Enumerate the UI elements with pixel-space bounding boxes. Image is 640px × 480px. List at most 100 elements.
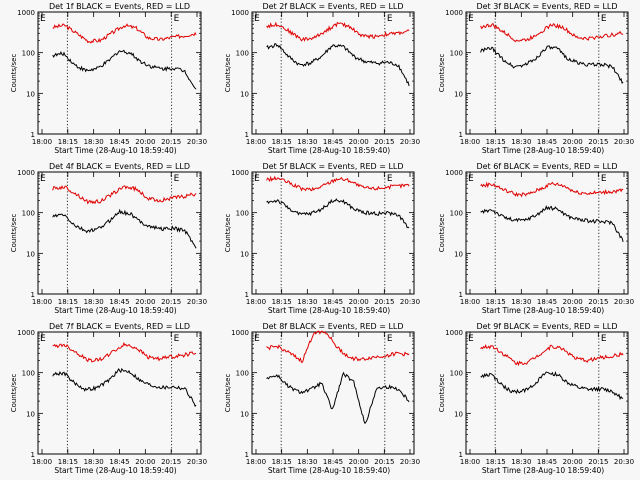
y-tick-label: 10 (26, 250, 35, 258)
x-tick-label: 18:15 (272, 298, 292, 306)
y-axis-label: Counts/sec (224, 214, 232, 253)
event-marker-label: E (40, 14, 46, 24)
x-tick-label: 18:00 (32, 138, 52, 146)
y-tick-label: 1000 (445, 329, 463, 337)
plot-frame (465, 11, 629, 135)
y-axis-label: Counts/sec (438, 374, 446, 413)
series-line-events (52, 49, 197, 90)
x-tick-label: 18:15 (58, 298, 78, 306)
x-tick-label: 20:00 (349, 138, 369, 146)
panel-title: Det 7f BLACK = Events, RED = LLD (49, 322, 190, 331)
x-tick-label: 18:45 (537, 458, 557, 466)
x-tick-label: 18:30 (297, 138, 317, 146)
y-tick-label: 100 (236, 370, 249, 378)
panel-title: Det 2f BLACK = Events, RED = LLD (262, 2, 403, 11)
x-tick-label: 20:30 (187, 138, 207, 146)
x-axis-label: Start Time (28-Aug-10 18:59:40) (482, 306, 604, 315)
series-line-events (480, 45, 624, 84)
y-tick-label: 1000 (17, 169, 35, 177)
x-tick-label: 18:00 (32, 458, 52, 466)
event-marker-label: E (40, 174, 46, 184)
x-tick-label: 18:45 (109, 458, 129, 466)
y-axis-label: Counts/sec (10, 374, 18, 413)
x-tick-label: 18:45 (323, 298, 343, 306)
x-tick-label: 18:30 (511, 458, 531, 466)
x-tick-label: 20:00 (349, 298, 369, 306)
y-tick-label: 10 (240, 90, 249, 98)
y-tick-label: 1000 (231, 329, 249, 337)
x-tick-label: 20:15 (588, 458, 608, 466)
series-line-lld (266, 21, 410, 42)
x-tick-label: 20:15 (161, 298, 181, 306)
x-tick-label: 18:45 (109, 138, 129, 146)
event-marker-label: E (387, 334, 393, 344)
x-tick-label: 18:15 (272, 458, 292, 466)
y-tick-label: 100 (236, 210, 249, 218)
x-tick-label: 18:15 (58, 458, 78, 466)
y-tick-label: 1000 (231, 9, 249, 17)
event-marker-label: E (601, 174, 607, 184)
event-marker-label: E (254, 14, 260, 24)
event-marker-label: E (387, 174, 393, 184)
series-line-events (480, 205, 624, 243)
event-marker-label: E (174, 14, 180, 24)
x-tick-label: 18:30 (511, 138, 531, 146)
x-tick-label: 20:00 (349, 458, 369, 466)
plot-frame (37, 171, 202, 295)
panel-title: Det 4f BLACK = Events, RED = LLD (49, 162, 190, 171)
event-marker-label: E (387, 14, 393, 24)
x-tick-label: 20:30 (614, 138, 634, 146)
x-tick-label: 20:30 (614, 458, 634, 466)
y-axis-label: Counts/sec (10, 214, 18, 253)
x-tick-label: 18:15 (272, 138, 292, 146)
x-tick-label: 18:30 (84, 298, 104, 306)
x-tick-label: 20:30 (400, 298, 420, 306)
x-tick-label: 20:15 (588, 138, 608, 146)
y-tick-label: 100 (22, 50, 35, 58)
x-tick-label: 20:00 (135, 298, 155, 306)
x-tick-label: 20:15 (161, 458, 181, 466)
plot-frame (37, 331, 202, 455)
plot-frame (251, 171, 415, 295)
x-axis-label: Start Time (28-Aug-10 18:59:40) (268, 466, 390, 475)
panel-title: Det 8f BLACK = Events, RED = LLD (262, 322, 403, 331)
y-axis-label: Counts/sec (438, 214, 446, 253)
y-tick-label: 1 (459, 451, 463, 459)
y-tick-label: 1 (31, 131, 35, 139)
x-tick-label: 18:45 (323, 138, 343, 146)
event-marker-label: E (468, 334, 474, 344)
y-tick-label: 1 (31, 451, 35, 459)
y-tick-label: 1000 (17, 9, 35, 17)
series-line-lld (266, 330, 410, 363)
y-tick-label: 1000 (445, 169, 463, 177)
y-tick-label: 10 (26, 410, 35, 418)
panel-title: Det 9f BLACK = Events, RED = LLD (476, 322, 617, 331)
x-tick-label: 18:15 (486, 458, 506, 466)
x-tick-label: 20:00 (563, 298, 583, 306)
series-line-lld (52, 23, 197, 44)
event-marker-label: E (601, 334, 607, 344)
plot-frame (465, 331, 629, 455)
x-tick-label: 18:45 (323, 458, 343, 466)
x-tick-label: 18:15 (58, 138, 78, 146)
series-line-lld (480, 344, 624, 367)
x-tick-label: 18:30 (297, 298, 317, 306)
x-axis-label: Start Time (28-Aug-10 18:59:40) (54, 466, 176, 475)
y-tick-label: 1 (459, 131, 463, 139)
y-tick-label: 1 (31, 291, 35, 299)
series-line-events (52, 208, 197, 249)
x-tick-label: 20:30 (187, 298, 207, 306)
y-axis-label: Counts/sec (10, 54, 18, 93)
x-tick-label: 20:15 (588, 298, 608, 306)
series-line-lld (480, 181, 624, 198)
x-tick-label: 20:15 (374, 298, 394, 306)
y-tick-label: 1000 (445, 9, 463, 17)
series-line-lld (480, 22, 624, 43)
y-tick-label: 100 (236, 50, 249, 58)
x-axis-label: Start Time (28-Aug-10 18:59:40) (268, 306, 390, 315)
series-line-events (266, 198, 410, 229)
x-tick-label: 20:15 (374, 138, 394, 146)
y-tick-label: 100 (22, 370, 35, 378)
plot-frame (251, 331, 415, 455)
x-axis-label: Start Time (28-Aug-10 18:59:40) (54, 306, 176, 315)
